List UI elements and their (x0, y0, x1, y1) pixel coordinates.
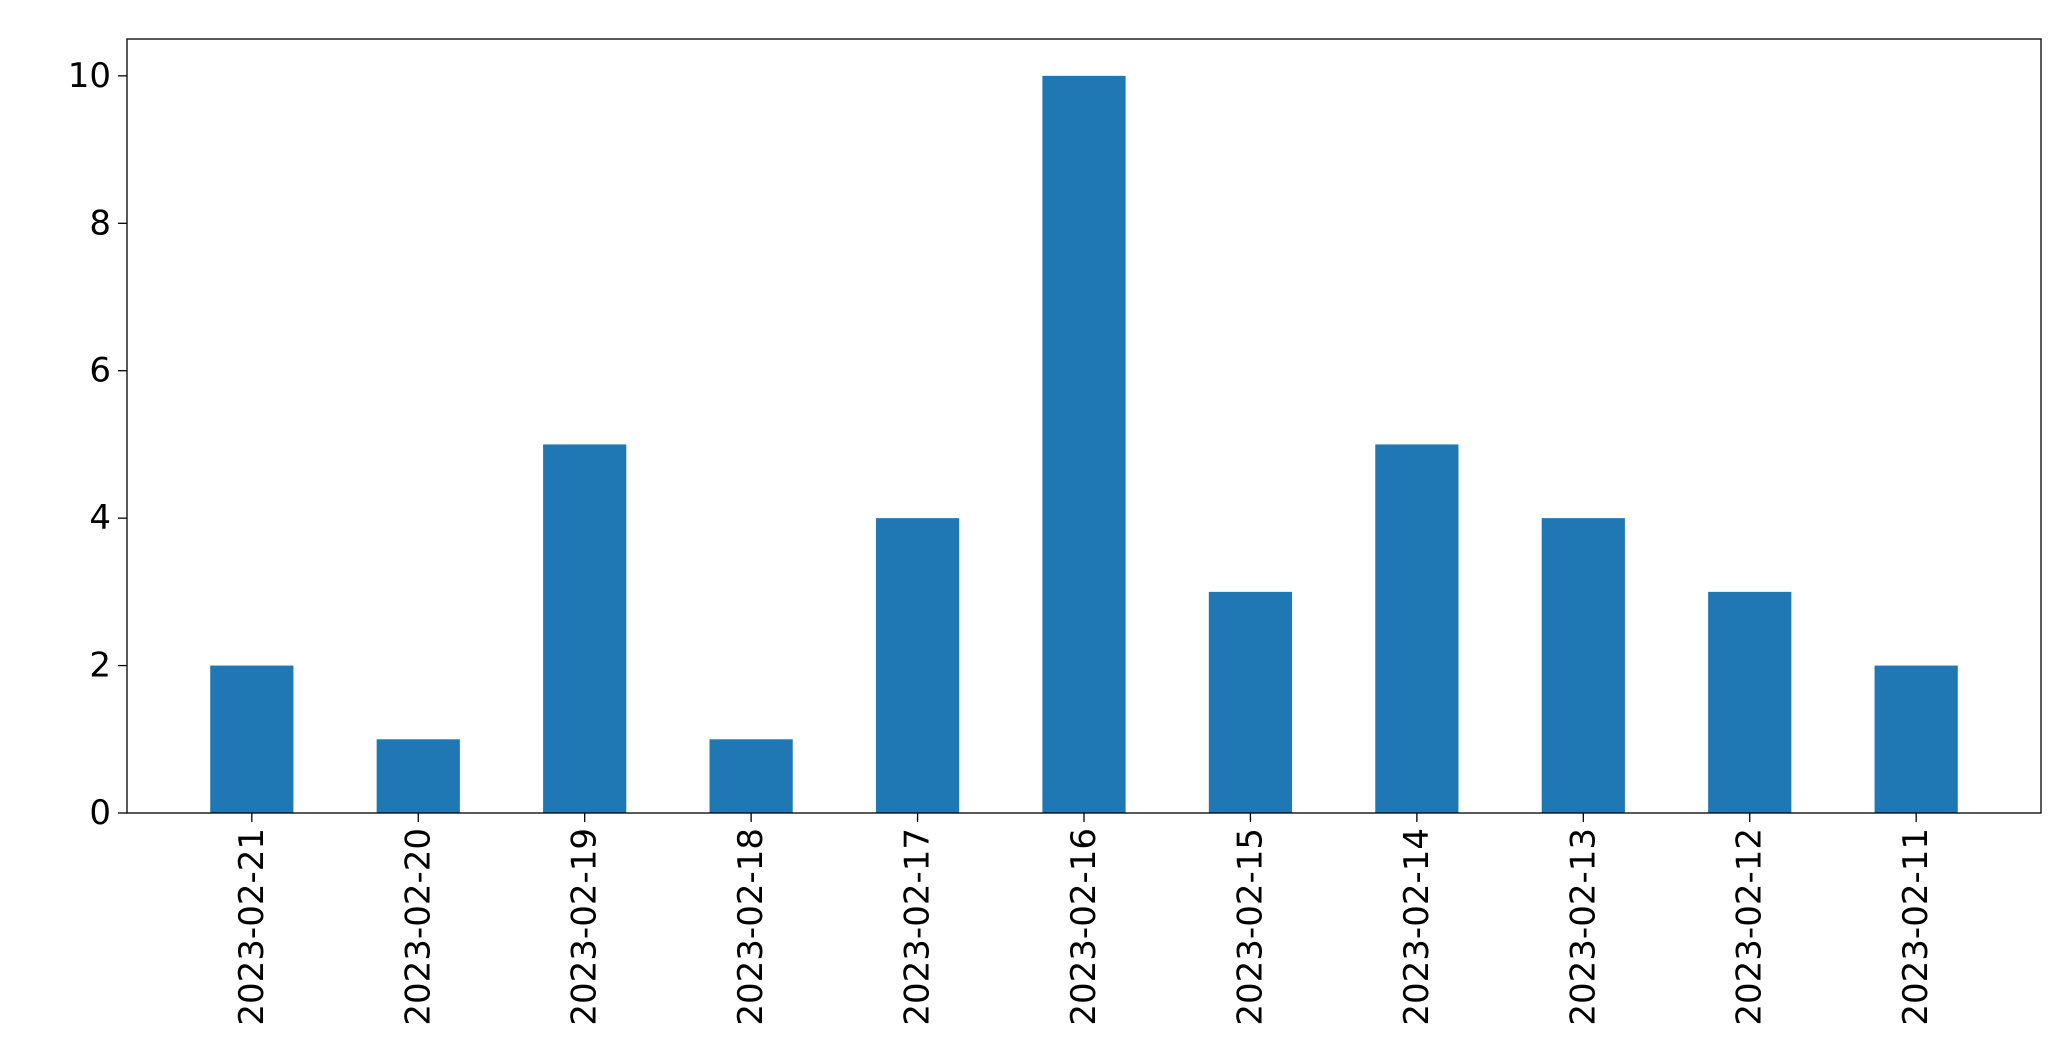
plot-area-frame (126, 38, 2042, 814)
y-axis: 0 2 4 6 8 10 (68, 56, 127, 833)
x-tick-label: 2023-02-15 (1230, 828, 1270, 1026)
x-tick-label: 2023-02-14 (1397, 828, 1437, 1026)
bar-series (210, 75, 1958, 814)
bar-2023-02-17 (875, 518, 960, 813)
x-tick-label: 2023-02-11 (1896, 828, 1936, 1026)
bar-2023-02-13 (1541, 518, 1625, 813)
x-tick-label: 2023-02-13 (1563, 828, 1603, 1026)
bar-2023-02-16 (1042, 75, 1126, 814)
y-tick-label: 0 (89, 793, 111, 833)
x-tick-label: 2023-02-21 (232, 828, 272, 1026)
x-tick-label: 2023-02-19 (565, 828, 605, 1026)
y-tick-label: 4 (89, 498, 111, 538)
bar-2023-02-20 (376, 739, 460, 813)
x-tick-label: 2023-02-20 (398, 828, 438, 1026)
bar-2023-02-12 (1708, 591, 1792, 813)
y-tick-label: 2 (89, 646, 111, 686)
bar-2023-02-11 (1874, 665, 1958, 813)
y-tick-label: 8 (89, 203, 111, 243)
x-tick-label: 2023-02-12 (1730, 828, 1770, 1026)
x-axis: 2023-02-21 2023-02-20 2023-02-19 2023-02-18… (232, 813, 1936, 1026)
bar-2023-02-18 (709, 739, 793, 813)
bar-2023-02-14 (1375, 444, 1459, 813)
bar-2023-02-21 (210, 665, 294, 813)
bar-2023-02-15 (1208, 591, 1293, 813)
y-tick-label: 6 (89, 351, 111, 391)
bar-2023-02-19 (543, 444, 627, 813)
x-tick-label: 2023-02-17 (898, 828, 938, 1026)
x-tick-label: 2023-02-16 (1064, 828, 1104, 1026)
y-tick-label: 10 (68, 56, 111, 96)
x-tick-label: 2023-02-18 (731, 828, 771, 1026)
